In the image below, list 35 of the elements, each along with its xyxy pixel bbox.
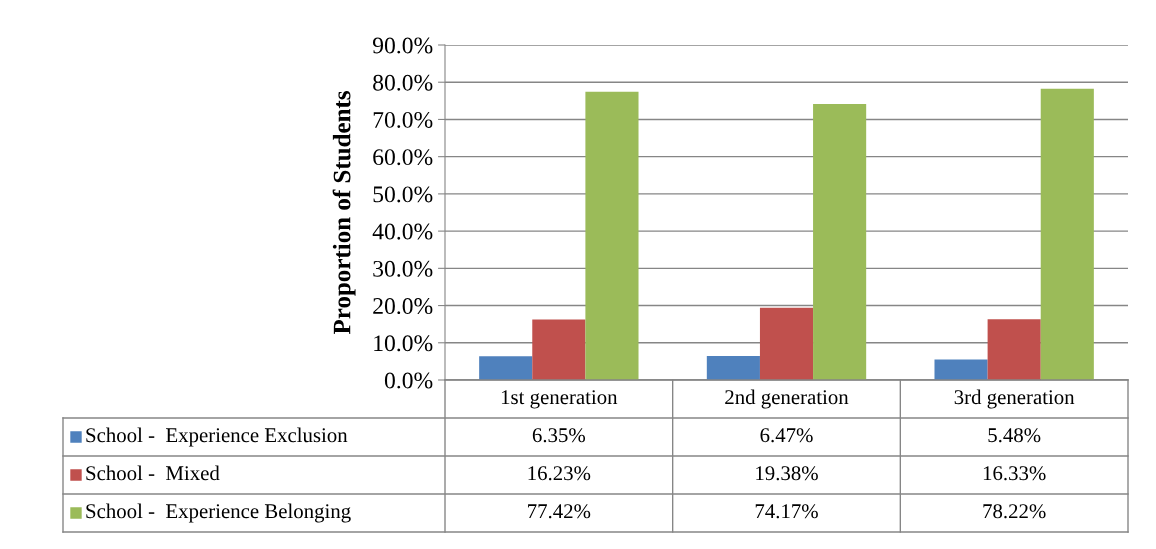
data-label: 74.17% [755,504,818,519]
y-tick-label: 0.0% [384,372,433,389]
bar [479,356,533,380]
x-tick-label: 1st generation [501,390,618,409]
legend-label: School - Mixed [86,465,220,481]
bar [585,91,639,380]
bar [813,103,867,380]
data-label: 6.47% [760,428,813,443]
legend-label: School - Experience Belonging [86,503,351,523]
bar [987,319,1041,380]
x-tick-label: 3rd generation [954,389,1075,409]
y-axis-title: Proportion of Students [332,91,356,335]
y-tick-label: 30.0% [373,260,433,277]
bar [1040,88,1094,380]
bar [759,307,814,380]
y-tick-label: 50.0% [373,186,433,203]
data-label: 16.23% [528,466,591,481]
data-label: 5.48% [988,428,1041,443]
legend-label: School - Experience Exclusion [86,427,348,447]
bar [934,359,988,380]
data-label: 19.38% [756,466,818,481]
y-tick-label: 80.0% [373,74,433,91]
y-tick-label: 90.0% [372,37,433,54]
y-tick-label: 60.0% [373,149,433,166]
bar [706,355,760,380]
y-tick-label: 70.0% [373,111,433,128]
data-label: 77.42% [528,504,591,519]
y-tick-label: 10.0% [374,335,433,352]
data-label: 16.33% [983,466,1046,481]
y-tick-label: 20.0% [373,298,433,315]
y-tick-label: 40.0% [372,223,433,240]
data-label: 78.22% [983,504,1046,519]
x-tick-label: 2nd generation [725,389,849,409]
bar [532,319,586,380]
data-label: 6.35% [532,428,586,443]
